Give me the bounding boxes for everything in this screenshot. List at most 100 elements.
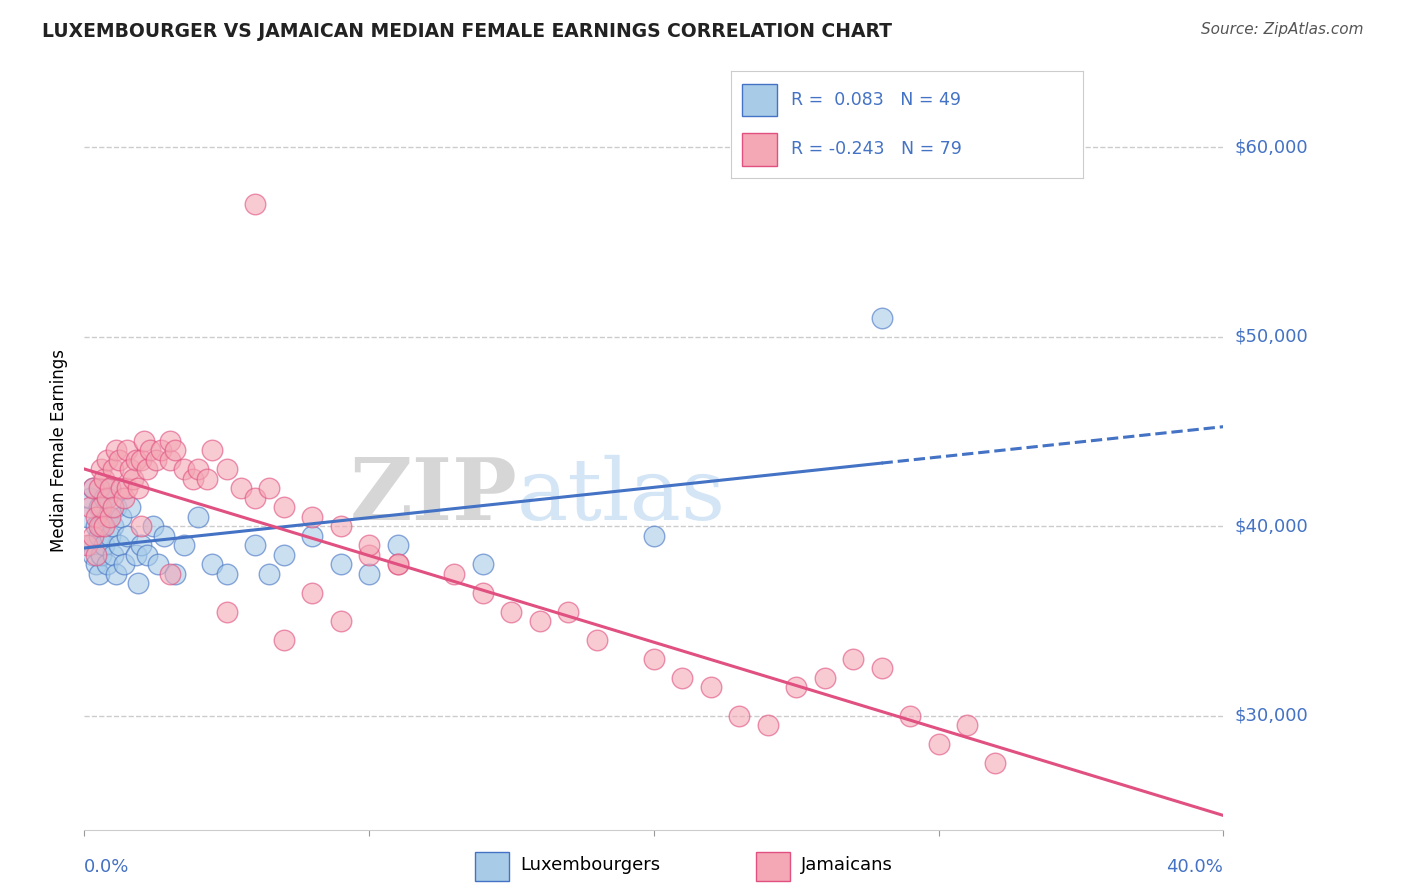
Point — [259, 481, 281, 495]
Text: 0.0%: 0.0% — [84, 858, 129, 876]
Point — [90, 462, 112, 476]
Point — [136, 462, 159, 476]
Point — [842, 652, 865, 666]
Point — [124, 453, 146, 467]
Point — [984, 756, 1007, 771]
Point — [671, 671, 693, 685]
Point — [82, 481, 104, 495]
Point — [110, 481, 132, 495]
Point — [557, 605, 579, 619]
Point — [101, 500, 124, 515]
Point — [98, 529, 121, 543]
Point — [870, 661, 893, 675]
Point — [443, 566, 465, 581]
FancyBboxPatch shape — [756, 852, 790, 881]
Point — [101, 548, 124, 562]
Point — [728, 708, 751, 723]
Point — [82, 529, 104, 543]
Point — [201, 443, 224, 458]
Text: R = -0.243   N = 79: R = -0.243 N = 79 — [790, 141, 962, 159]
Text: $40,000: $40,000 — [1234, 517, 1309, 535]
Point — [112, 491, 135, 505]
Text: Luxembourgers: Luxembourgers — [520, 856, 661, 874]
Point — [928, 737, 950, 751]
Point — [104, 566, 127, 581]
Point — [159, 434, 181, 448]
Point — [112, 557, 135, 572]
Point — [82, 548, 104, 562]
Point — [96, 453, 118, 467]
Text: $30,000: $30,000 — [1234, 706, 1309, 725]
Point — [142, 519, 165, 533]
Text: R =  0.083   N = 49: R = 0.083 N = 49 — [790, 91, 960, 109]
Point — [898, 708, 921, 723]
Point — [301, 585, 323, 599]
Point — [387, 557, 409, 572]
Point — [159, 453, 181, 467]
Point — [90, 548, 112, 562]
Point — [87, 566, 110, 581]
Point — [173, 538, 195, 552]
Point — [118, 462, 141, 476]
Point — [84, 548, 107, 562]
Point — [215, 605, 238, 619]
Text: LUXEMBOURGER VS JAMAICAN MEDIAN FEMALE EARNINGS CORRELATION CHART: LUXEMBOURGER VS JAMAICAN MEDIAN FEMALE E… — [42, 22, 893, 41]
Point — [870, 310, 893, 325]
Point — [165, 566, 187, 581]
Y-axis label: Median Female Earnings: Median Female Earnings — [51, 349, 69, 552]
Point — [148, 557, 170, 572]
Point — [87, 500, 110, 515]
Point — [87, 529, 110, 543]
Point — [187, 509, 209, 524]
Point — [245, 197, 267, 211]
Point — [956, 718, 979, 732]
Point — [229, 481, 252, 495]
FancyBboxPatch shape — [742, 84, 778, 116]
Point — [84, 557, 107, 572]
Text: Jamaicans: Jamaicans — [801, 856, 893, 874]
Point — [159, 566, 181, 581]
Point — [586, 632, 609, 647]
Point — [93, 538, 115, 552]
Point — [259, 566, 281, 581]
Point — [87, 481, 110, 495]
Point — [273, 632, 295, 647]
Point — [131, 538, 153, 552]
Point — [150, 443, 173, 458]
Point — [329, 519, 352, 533]
Text: 40.0%: 40.0% — [1167, 858, 1223, 876]
Point — [98, 481, 121, 495]
Text: ZIP: ZIP — [349, 454, 517, 538]
Point — [101, 519, 124, 533]
Point — [329, 557, 352, 572]
Point — [93, 491, 115, 505]
Point — [153, 529, 176, 543]
Point — [127, 576, 149, 591]
FancyBboxPatch shape — [742, 134, 778, 166]
Point — [79, 538, 101, 552]
Point — [301, 509, 323, 524]
Point — [187, 462, 209, 476]
Point — [90, 519, 112, 533]
Point — [472, 557, 495, 572]
Point — [76, 509, 98, 524]
Point — [139, 443, 162, 458]
Point — [98, 481, 121, 495]
Point — [201, 557, 224, 572]
Point — [643, 529, 665, 543]
Point — [121, 472, 143, 486]
Point — [124, 548, 146, 562]
Point — [785, 681, 807, 695]
Point — [107, 453, 129, 467]
Point — [472, 585, 495, 599]
Point — [96, 491, 118, 505]
Point — [76, 538, 98, 552]
Point — [165, 443, 187, 458]
Point — [359, 538, 381, 552]
Point — [700, 681, 723, 695]
Point — [118, 500, 141, 515]
Point — [756, 718, 779, 732]
Point — [107, 538, 129, 552]
Point — [93, 472, 115, 486]
Point — [173, 462, 195, 476]
